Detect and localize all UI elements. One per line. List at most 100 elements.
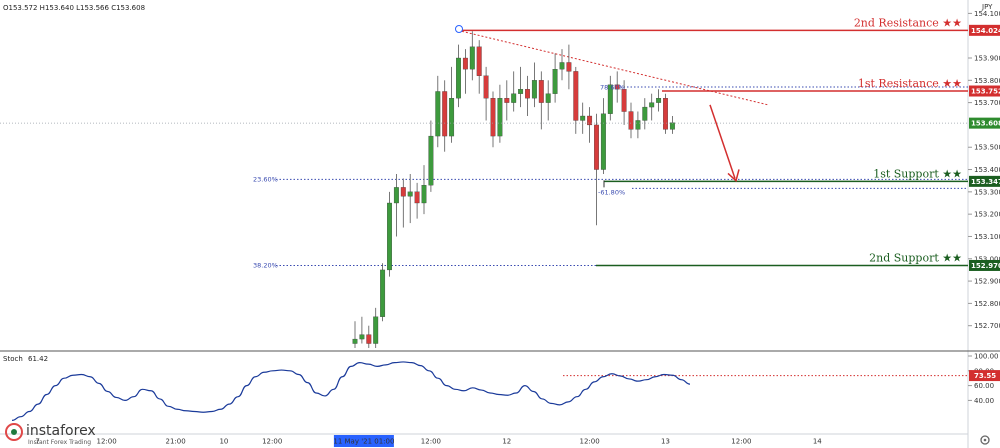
time-tick-label: 12:00 — [421, 438, 441, 446]
time-tick-label: 7 — [35, 438, 39, 446]
settings-gear-icon[interactable] — [980, 435, 990, 445]
price-tick-label: 153.100 — [974, 233, 1000, 241]
stoch-line — [11, 361, 691, 421]
candle — [545, 80, 551, 121]
price-tick-label: 153.400 — [974, 166, 1000, 174]
candle — [511, 71, 517, 112]
trend-drawings — [455, 25, 769, 188]
candle-body — [504, 98, 510, 103]
candle — [566, 44, 572, 90]
fib-label-38-2: 38.20% — [253, 261, 278, 269]
candle — [649, 93, 655, 121]
time-tick-label: 12:00 — [580, 438, 600, 446]
candle — [490, 91, 496, 148]
crosshair-time-label-bg — [333, 435, 394, 447]
candle — [518, 66, 524, 108]
candle-body — [614, 84, 620, 90]
candle — [393, 174, 399, 237]
candle — [359, 316, 365, 344]
candle-body — [421, 185, 427, 204]
candle — [456, 44, 461, 108]
candle-body — [594, 124, 599, 170]
candle-body — [393, 187, 399, 204]
price-tick-label: 152.900 — [974, 278, 1000, 286]
current-price-tag — [969, 117, 1000, 129]
candle — [504, 80, 510, 121]
fibonacci-lines — [276, 86, 968, 266]
s2-price-tag-text: 152.970 — [971, 262, 1000, 270]
ohlc-readout: O153.572 H153.640 L153.566 C153.608 — [3, 4, 145, 12]
price-tick-label: 153.500 — [974, 144, 1000, 152]
time-tick-label: 12:00 — [262, 438, 282, 446]
time-tick-label: 11 May '21 01:00 — [333, 438, 394, 446]
candle — [607, 75, 613, 121]
r2-price-tag — [969, 24, 1000, 36]
candle — [476, 40, 482, 94]
candle — [656, 89, 662, 112]
candle — [642, 98, 648, 130]
stoch-tick-label: 100.00 — [974, 353, 999, 361]
candle-body — [518, 89, 524, 94]
candle-body — [387, 202, 392, 271]
stoch-level-tag-text: 73.55 — [974, 372, 996, 380]
bearish-arrow-shaft — [709, 104, 736, 179]
candle — [538, 71, 544, 130]
price-tick-label: 153.000 — [974, 255, 1000, 263]
candle — [483, 66, 489, 121]
s2-level-label: 2nd Support ★★ — [869, 251, 962, 264]
candle — [400, 178, 406, 228]
stoch-value: 61.42 — [28, 355, 48, 363]
current-price-tag-text: 153.608 — [971, 120, 1000, 128]
candle-body — [497, 98, 503, 137]
candle-body — [462, 57, 468, 70]
candle — [600, 98, 606, 174]
price-tick-label: 153.200 — [974, 211, 1000, 219]
candle-body — [400, 187, 406, 197]
stoch-level-tag — [969, 370, 1000, 382]
time-tick-label: 12:00 — [731, 438, 751, 446]
r1-price-tag — [969, 85, 1000, 97]
currency-label: JPY — [981, 3, 993, 11]
price-tick-label: 153.700 — [974, 99, 1000, 107]
candle — [373, 307, 379, 348]
candle — [621, 80, 627, 125]
candle — [428, 120, 434, 192]
candle-body — [449, 98, 455, 137]
support-resistance-levels: 2nd Resistance ★★ 1st Resistance ★★ 1st Su… — [462, 16, 968, 267]
time-tick-label: 21:00 — [166, 438, 186, 446]
candle-body — [600, 113, 606, 170]
candle-body — [628, 111, 634, 130]
time-tick-label: 12:00 — [97, 438, 117, 446]
candle-body — [435, 91, 441, 137]
candle — [387, 191, 392, 277]
candle-body — [414, 191, 420, 204]
candle-body — [407, 191, 413, 197]
candle — [469, 31, 475, 81]
s2-price-tag — [969, 259, 1000, 271]
candle-body — [642, 106, 648, 121]
r1-level-label: 1st Resistance ★★ — [858, 77, 962, 90]
candle — [366, 325, 372, 348]
candle — [587, 107, 593, 143]
price-tick-label: 152.700 — [974, 322, 1000, 330]
candle-body — [476, 46, 482, 76]
candle-body — [380, 269, 386, 317]
brand-name: instaforex — [26, 423, 96, 439]
candle — [669, 116, 675, 134]
descending-trendline — [461, 30, 769, 106]
candle-body — [525, 89, 530, 99]
candle — [580, 102, 586, 134]
candle-body — [511, 93, 517, 103]
instaforex-logo: instaforex Instant Forex Trading — [5, 423, 96, 446]
price-tick-label: 153.300 — [974, 188, 1000, 196]
candle — [573, 66, 579, 134]
logo-ring-icon — [5, 423, 23, 441]
candle-body — [366, 334, 372, 344]
candle-body — [656, 98, 662, 103]
price-axis-ticks: 154.100 153.900 153.800 153.700 153.500 153.4… — [968, 10, 1000, 330]
candle — [462, 49, 468, 94]
candle — [552, 53, 558, 103]
